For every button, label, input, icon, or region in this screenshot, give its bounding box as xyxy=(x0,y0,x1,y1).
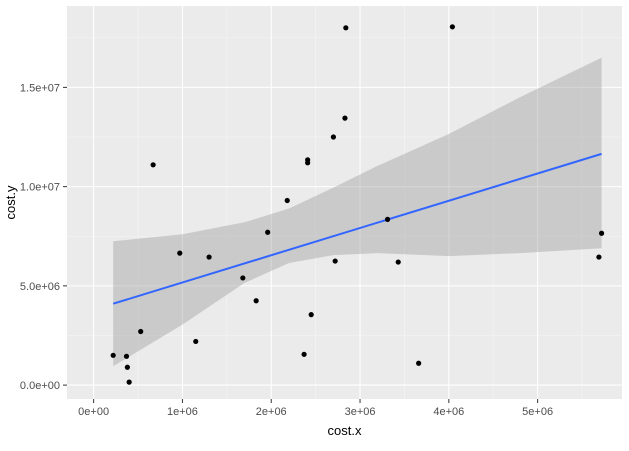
data-point xyxy=(193,338,199,345)
x-axis-title: cost.x xyxy=(328,423,362,438)
data-point xyxy=(265,229,271,235)
data-point xyxy=(449,24,455,30)
x-tick-label: 2e+06 xyxy=(256,406,287,418)
data-point xyxy=(305,157,311,163)
x-tick-label: 4e+06 xyxy=(433,406,464,418)
regression-line xyxy=(112,152,602,305)
y-tick-label: 0.0e+00 xyxy=(20,380,60,392)
data-point xyxy=(110,352,116,358)
data-point xyxy=(598,230,605,236)
x-tick-label: 3e+06 xyxy=(345,406,376,418)
data-points xyxy=(110,24,605,385)
data-point xyxy=(416,360,422,366)
y-tick-label: 5.0e+06 xyxy=(20,281,60,293)
data-point xyxy=(177,250,183,256)
major-gridlines xyxy=(67,6,622,399)
y-axis-ticks: 0.0e+00 5.0e+06 1.0e+07 1.5e+07 xyxy=(20,82,67,392)
data-point xyxy=(301,351,307,357)
data-point xyxy=(343,25,349,31)
plot-panel xyxy=(67,6,622,399)
data-point xyxy=(253,298,259,304)
data-point xyxy=(123,353,130,359)
data-point xyxy=(206,254,212,260)
data-point xyxy=(126,379,132,385)
y-tick-label: 1.0e+07 xyxy=(20,182,60,194)
data-point xyxy=(332,258,338,264)
confidence-band xyxy=(113,57,602,367)
x-tick-label: 1e+06 xyxy=(167,406,198,418)
data-point xyxy=(330,134,336,140)
x-tick-label: 5e+06 xyxy=(522,406,553,418)
data-point xyxy=(240,275,246,281)
x-axis-ticks: 0e+00 1e+06 2e+06 3e+06 4e+06 5e+06 xyxy=(78,399,553,418)
data-point xyxy=(395,259,401,265)
data-point xyxy=(596,254,602,260)
data-point xyxy=(150,162,156,168)
y-tick-label: 1.5e+07 xyxy=(20,82,60,94)
y-axis-title: cost.y xyxy=(3,185,18,219)
data-point xyxy=(124,364,130,370)
data-point xyxy=(138,328,144,335)
data-point xyxy=(342,115,348,121)
data-point xyxy=(384,216,391,222)
data-point xyxy=(284,197,290,204)
minor-gridlines xyxy=(67,6,622,399)
data-point xyxy=(308,312,314,318)
x-tick-label: 0e+00 xyxy=(78,406,109,418)
